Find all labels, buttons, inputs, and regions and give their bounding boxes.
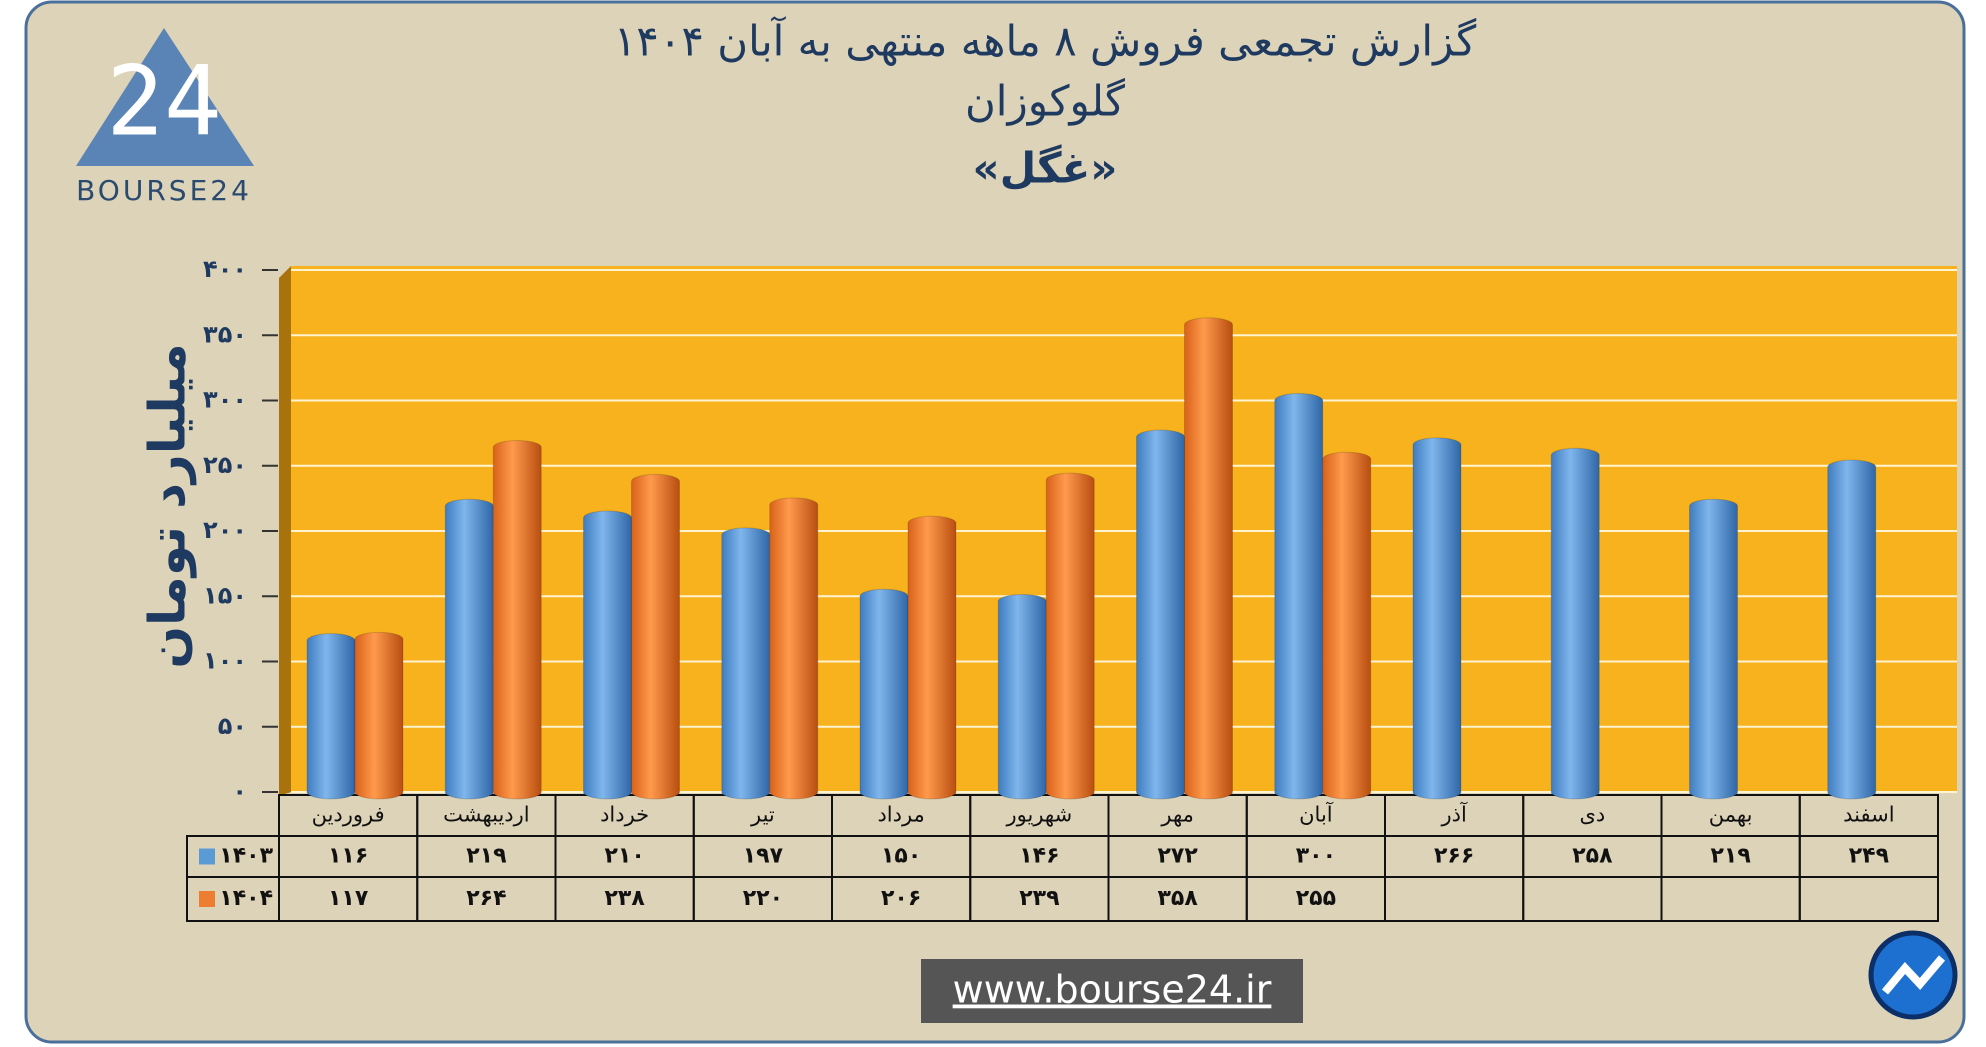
- plot-area: [291, 266, 1957, 792]
- table-cell: [186, 876, 280, 922]
- legend-swatch: [199, 891, 215, 907]
- data-label: ۲۰۶: [881, 886, 921, 911]
- legend-swatch: [199, 848, 215, 865]
- chart-subtitle: گلوکوزان: [965, 77, 1125, 126]
- x-tick-label: خرداد: [600, 803, 649, 827]
- data-label: ۲۱۹: [466, 844, 506, 869]
- bar: [444, 498, 494, 800]
- data-label: ۲۱۹: [1710, 844, 1750, 869]
- data-label: ۱۴۶: [1019, 844, 1059, 869]
- y-tick-label: ۰: [232, 777, 247, 805]
- x-tick-label: دی: [1579, 803, 1605, 827]
- plot-wall: [279, 266, 291, 796]
- bar: [492, 440, 542, 800]
- bar: [997, 593, 1047, 800]
- x-tick-label: شهریور: [1006, 803, 1073, 827]
- chart-title: گزارش تجمعی فروش ۸ ماهه منتهی به آبان ۱۴…: [614, 16, 1477, 67]
- data-label: ۳۵۸: [1157, 886, 1198, 911]
- bar: [1136, 429, 1185, 800]
- url-background: [921, 959, 1303, 1023]
- y-axis-label: میلیارد تومان: [139, 343, 198, 668]
- x-tick-label: آبان: [1299, 802, 1334, 827]
- bar: [1045, 472, 1095, 800]
- x-tick-label: اردیبهشت: [443, 803, 530, 827]
- x-tick-label: فروردین: [312, 803, 385, 827]
- y-tick-label: ۱۰۰: [203, 647, 247, 675]
- url-box[interactable]: www.bourse24.ir: [921, 959, 1303, 1023]
- table-cell: [1798, 876, 1939, 922]
- y-tick-label: ۴۰۰: [203, 255, 247, 283]
- data-label: ۳۰۰: [1296, 844, 1336, 869]
- x-tick-label: اسفند: [1843, 803, 1894, 827]
- data-label: ۱۱۶: [328, 844, 368, 869]
- x-tick-label: بهمن: [1709, 803, 1753, 827]
- y-tick-label: ۵۰: [218, 712, 247, 740]
- bar: [1322, 451, 1372, 800]
- x-tick-label: مرداد: [877, 803, 924, 827]
- chart-subtitle: «غگل»: [973, 144, 1118, 193]
- data-label: ۲۵۵: [1296, 886, 1336, 911]
- y-tick-label: ۲۰۰: [203, 516, 247, 544]
- url[interactable]: www.bourse24.ir: [953, 968, 1272, 1012]
- data-label: ۲۳۹: [1019, 886, 1059, 911]
- data-label: ۲۶۶: [1434, 844, 1474, 869]
- bar: [859, 588, 909, 800]
- bar: [907, 515, 957, 800]
- data-label: ۲۵۸: [1572, 844, 1613, 869]
- x-tick-label: مهر: [1160, 803, 1194, 827]
- y-tick-label: ۳۵۰: [203, 320, 247, 348]
- data-label: ۱۱۷: [328, 886, 369, 911]
- bar: [1412, 437, 1462, 800]
- x-tick-label: تیر: [750, 803, 775, 827]
- data-label: ۲۱۰: [604, 844, 644, 869]
- bar: [631, 473, 680, 800]
- data-label: ۲۷۲: [1157, 844, 1198, 869]
- logo: 24 BOURSE24: [76, 28, 254, 207]
- data-label: ۱۹۷: [743, 844, 784, 869]
- bar: [1274, 393, 1324, 800]
- logo-mark: 24: [106, 45, 222, 157]
- y-tick-label: ۱۵۰: [203, 581, 247, 609]
- corner-icon: [1868, 930, 1958, 1020]
- data-label: ۲۳۸: [604, 886, 645, 911]
- bar: [769, 497, 819, 800]
- data-label: ۱۵۰: [881, 844, 921, 869]
- x-tick-label: آذر: [1440, 802, 1467, 827]
- bar: [1184, 317, 1233, 800]
- data-label: ۲۴۹: [1849, 844, 1889, 869]
- bar: [721, 527, 771, 800]
- data-label: ۲۲۰: [743, 886, 783, 911]
- bar: [1827, 459, 1877, 800]
- bar: [306, 633, 356, 800]
- data-label: ۲۶۴: [466, 886, 506, 911]
- bar: [1689, 498, 1738, 800]
- y-tick-label: ۲۵۰: [203, 451, 247, 479]
- bar: [583, 510, 632, 800]
- legend-label: ۱۴۰۳: [219, 844, 273, 869]
- bar: [1550, 447, 1600, 800]
- bar: [354, 631, 404, 800]
- legend-label: ۱۴۰۴: [219, 886, 273, 911]
- logo-text: BOURSE24: [76, 174, 252, 207]
- y-tick-label: ۳۰۰: [203, 386, 247, 414]
